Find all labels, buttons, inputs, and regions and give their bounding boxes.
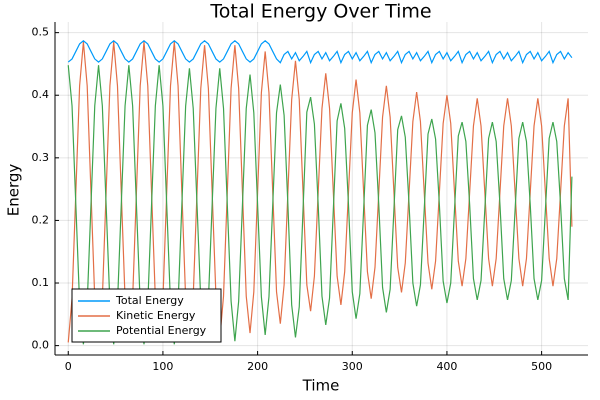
x-tick-label: 500 xyxy=(531,360,552,373)
x-tick-label: 400 xyxy=(436,360,457,373)
legend-label: Potential Energy xyxy=(116,324,207,337)
y-tick-label: 0.1 xyxy=(32,276,50,289)
series-line xyxy=(67,41,573,343)
x-tick-label: 100 xyxy=(152,360,173,373)
legend-label: Total Energy xyxy=(115,294,184,307)
x-axis-label: Time xyxy=(302,377,340,395)
x-tick-label: 300 xyxy=(342,360,363,373)
series-line xyxy=(67,65,573,345)
legend-label: Kinetic Energy xyxy=(116,309,196,322)
y-tick-label: 0.2 xyxy=(32,213,50,226)
legend: Total Energy Kinetic Energy Potential Ener… xyxy=(71,288,222,343)
y-tick-label: 0.3 xyxy=(32,151,50,164)
y-axis-label: Energy xyxy=(5,164,23,217)
x-tick-label: 200 xyxy=(247,360,268,373)
y-tick-label: 0.4 xyxy=(32,88,50,101)
series-line xyxy=(67,40,573,65)
chart-title: Total Energy Over Time xyxy=(209,1,431,23)
y-tick-label: 0.5 xyxy=(32,26,50,39)
y-tick-label: 0.0 xyxy=(32,339,50,352)
x-tick-label: 0 xyxy=(65,360,72,373)
